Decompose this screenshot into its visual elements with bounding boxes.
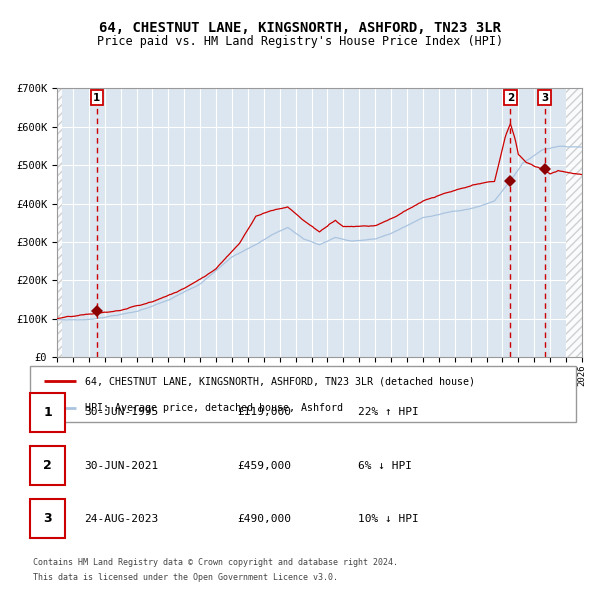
Text: This data is licensed under the Open Government Licence v3.0.: This data is licensed under the Open Gov… [33, 573, 338, 582]
Text: 1: 1 [43, 406, 52, 419]
Text: 10% ↓ HPI: 10% ↓ HPI [358, 514, 418, 523]
Text: 30-JUN-1995: 30-JUN-1995 [85, 408, 159, 417]
Text: 64, CHESTNUT LANE, KINGSNORTH, ASHFORD, TN23 3LR: 64, CHESTNUT LANE, KINGSNORTH, ASHFORD, … [99, 21, 501, 35]
FancyBboxPatch shape [30, 394, 65, 431]
Text: 1: 1 [93, 93, 100, 103]
Text: Price paid vs. HM Land Registry's House Price Index (HPI): Price paid vs. HM Land Registry's House … [97, 35, 503, 48]
Text: £490,000: £490,000 [238, 514, 292, 523]
Text: 64, CHESTNUT LANE, KINGSNORTH, ASHFORD, TN23 3LR (detached house): 64, CHESTNUT LANE, KINGSNORTH, ASHFORD, … [85, 376, 475, 386]
Text: Contains HM Land Registry data © Crown copyright and database right 2024.: Contains HM Land Registry data © Crown c… [33, 558, 398, 566]
FancyBboxPatch shape [30, 447, 65, 484]
Text: 3: 3 [43, 512, 52, 525]
Text: £119,000: £119,000 [238, 408, 292, 417]
Text: 2: 2 [43, 459, 52, 472]
FancyBboxPatch shape [30, 500, 65, 537]
Text: HPI: Average price, detached house, Ashford: HPI: Average price, detached house, Ashf… [85, 403, 343, 413]
Text: 30-JUN-2021: 30-JUN-2021 [85, 461, 159, 470]
Text: 6% ↓ HPI: 6% ↓ HPI [358, 461, 412, 470]
Bar [57, 88, 62, 357]
Text: 3: 3 [541, 93, 548, 103]
Text: 22% ↑ HPI: 22% ↑ HPI [358, 408, 418, 417]
Text: 24-AUG-2023: 24-AUG-2023 [85, 514, 159, 523]
Text: £459,000: £459,000 [238, 461, 292, 470]
Text: 2: 2 [507, 93, 514, 103]
Bar [566, 88, 582, 357]
FancyBboxPatch shape [30, 366, 576, 422]
